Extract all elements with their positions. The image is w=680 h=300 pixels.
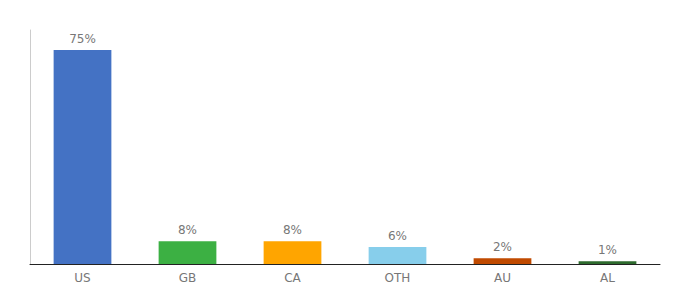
svg-text:US: US bbox=[74, 271, 90, 285]
svg-text:CA: CA bbox=[284, 271, 301, 285]
svg-text:8%: 8% bbox=[178, 223, 197, 237]
svg-text:GB: GB bbox=[179, 271, 197, 285]
svg-text:75%: 75% bbox=[69, 32, 96, 46]
svg-text:OTH: OTH bbox=[385, 271, 411, 285]
svg-text:AU: AU bbox=[494, 271, 511, 285]
svg-text:8%: 8% bbox=[283, 223, 302, 237]
svg-text:1%: 1% bbox=[598, 243, 617, 257]
svg-text:2%: 2% bbox=[493, 240, 512, 254]
svg-text:6%: 6% bbox=[388, 229, 407, 243]
svg-text:AL: AL bbox=[600, 271, 615, 285]
